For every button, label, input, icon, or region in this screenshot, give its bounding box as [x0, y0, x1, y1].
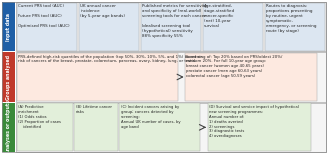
Text: Analyses or outputs: Analyses or outputs — [6, 100, 11, 154]
Text: Published metrics for sensitivity
and specificity of (real-world)
screening tool: Published metrics for sensitivity and sp… — [142, 4, 207, 38]
Text: Input data: Input data — [6, 13, 11, 41]
Bar — [141, 3, 201, 51]
Bar — [16, 103, 326, 152]
Bar — [119, 103, 200, 151]
Bar — [17, 3, 77, 51]
Text: Routes to diagnosis:
proportions presenting
by routine, urgent
symptomatic,
emer: Routes to diagnosis: proportions present… — [266, 4, 317, 33]
Bar — [265, 3, 325, 51]
Text: PRS-defined high-risk quantiles of the population (top 50%, 30%, 10%, 5%, and 1%: PRS-defined high-risk quantiles of the p… — [18, 55, 203, 63]
Bar — [17, 103, 72, 151]
Bar — [2, 2, 15, 51]
Bar — [2, 52, 15, 102]
Text: UK annual cancer
incidence
(by 5-year age bands): UK annual cancer incidence (by 5-year ag… — [80, 4, 125, 18]
Text: (C) Incident cancers arising by
group; cancers detected by
screening:
Annual UK : (C) Incident cancers arising by group; c… — [121, 105, 180, 129]
Text: Current PRS tool (AUC)

Future PRS tool (AUC)

Optimised PRS tool (AUC): Current PRS tool (AUC) Future PRS tool (… — [18, 4, 70, 28]
Bar — [208, 103, 311, 151]
Text: Age-stratified,
stage-stratified
cancer-specific
(net) 10-year
survival: Age-stratified, stage-stratified cancer-… — [204, 4, 236, 28]
Text: (D) Survival and service impact of hypothetical
new screening programmes:
Annual: (D) Survival and service impact of hypot… — [210, 105, 299, 138]
Bar — [185, 53, 317, 101]
Bar — [203, 3, 263, 51]
Bar — [2, 103, 15, 152]
Text: (A) Predictive
enrichment
(1) Odds ratios
(2) Proportion of cases
    identified: (A) Predictive enrichment (1) Odds ratio… — [18, 105, 61, 129]
Bar — [74, 103, 117, 151]
Text: Screening of: Top 20% based on PRS/oldest 20%/
random 20%. For full 10-year age : Screening of: Top 20% based on PRS/oldes… — [186, 55, 282, 78]
Bar — [16, 52, 326, 102]
Text: (B) Lifetime cancer
risks: (B) Lifetime cancer risks — [75, 105, 112, 114]
Bar — [79, 3, 139, 51]
Text: Groups analysed: Groups analysed — [6, 55, 11, 99]
Bar — [16, 2, 326, 51]
Bar — [17, 53, 177, 101]
